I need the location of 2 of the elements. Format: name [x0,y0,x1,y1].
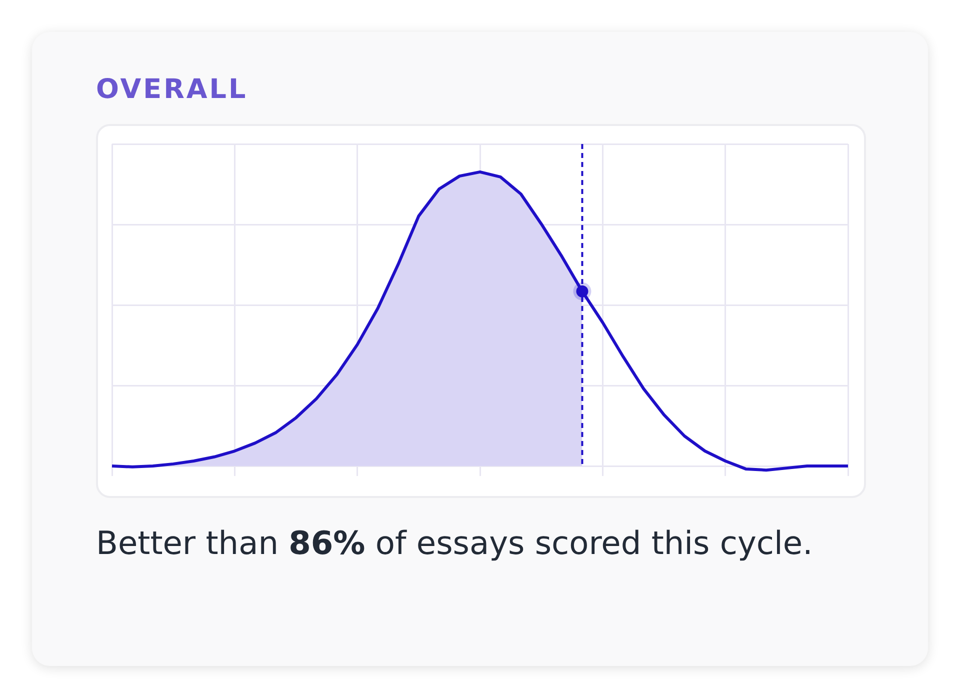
chart-title: OVERALL [96,74,248,105]
text: Better than 86% of essays scored this cycle. [96,524,813,562]
